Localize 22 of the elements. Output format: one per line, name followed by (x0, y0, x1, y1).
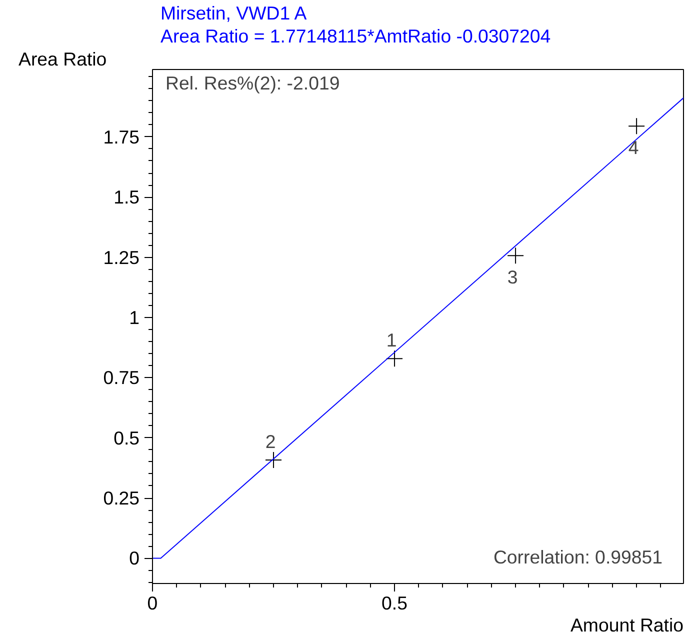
annotation: Correlation: 0.99851 (493, 546, 663, 568)
x-axis-title: Amount Ratio (570, 614, 684, 635)
y-tick-label: 1.5 (114, 186, 140, 208)
y-tick-label: 0 (129, 548, 140, 569)
y-tick-label: 1 (129, 306, 140, 328)
annotation: 1 (386, 330, 397, 351)
y-axis-title: Area Ratio (18, 48, 107, 70)
point (386, 350, 404, 368)
y-tick-label: 0.5 (114, 427, 140, 448)
point (507, 247, 524, 264)
point (628, 118, 646, 135)
y-tick-label: 1.25 (103, 246, 140, 268)
annotation: 3 (507, 266, 518, 288)
y-tick-label: 1.75 (103, 126, 140, 148)
chart-title: Mirsetin, VWD1 A (160, 2, 308, 24)
chart-subtitle: Area Ratio = 1.77148115*AmtRatio -0.0307204 (160, 26, 551, 46)
point (265, 451, 282, 468)
y-tick-label: 0.25 (103, 488, 140, 509)
annotation: Rel. Res%(2): -2.019 (166, 72, 340, 94)
annotation: 4 (628, 137, 639, 158)
y-tick-label: 0.75 (103, 367, 140, 388)
annotation: 2 (265, 430, 276, 452)
